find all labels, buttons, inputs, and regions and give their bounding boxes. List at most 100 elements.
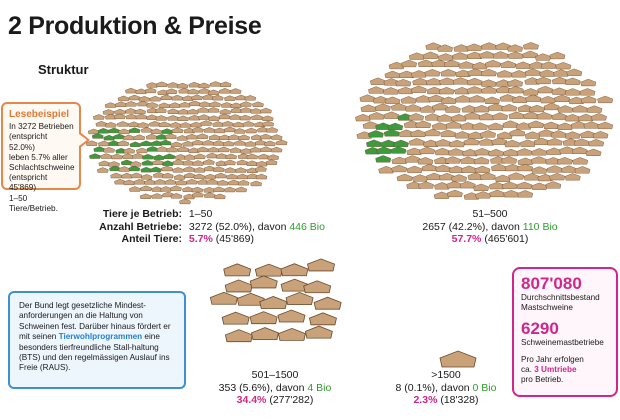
- barn-icon: [260, 107, 272, 114]
- barn-icon: [211, 94, 224, 101]
- barn-icon: [176, 82, 189, 89]
- reading-example-line: Schlachtschweine: [9, 163, 75, 173]
- barn-icon: [492, 112, 508, 120]
- share-absolute: (465'601): [481, 233, 529, 246]
- label-farms: Anzahl Betriebe:: [99, 220, 182, 233]
- barn-icon: [136, 147, 148, 154]
- barn-icon: [419, 146, 435, 155]
- barn-icon: [437, 44, 453, 52]
- barn-icon: [223, 263, 252, 277]
- barn-icon: [185, 178, 198, 185]
- barn-icon: [239, 114, 252, 121]
- barn-icon: [149, 95, 162, 102]
- barn-icon: [123, 147, 136, 154]
- farm-count: 2657 (42.2%), davon: [422, 220, 523, 233]
- size-class: >1500: [431, 369, 461, 381]
- barn-icon: [549, 51, 566, 60]
- barn-icon: [285, 292, 314, 305]
- barn-icon: [166, 146, 178, 153]
- reading-example-line: In 3272 Betrieben: [9, 122, 74, 132]
- reading-example-line: leben 5.7% aller: [9, 152, 68, 162]
- share-percent: 57.7%: [451, 233, 482, 246]
- barn-icon: [139, 193, 152, 199]
- farm-count: 3272 (52.0%), davon: [188, 220, 290, 233]
- barn-icon: [487, 122, 504, 130]
- barn-icon: [224, 186, 236, 193]
- barn-icon: [591, 113, 607, 121]
- barn-icon: [280, 263, 309, 277]
- barn-icon: [597, 121, 614, 130]
- barn-icon: [255, 166, 267, 172]
- barn-icon: [155, 115, 168, 121]
- barn-icon: [237, 179, 250, 186]
- barn-icon: [224, 159, 236, 166]
- bio-count: 110 Bio: [522, 220, 558, 233]
- barn-icon: [507, 44, 523, 52]
- turnover-note: Pro Jahr erfolgen: [521, 354, 584, 364]
- barn-icon: [209, 291, 238, 305]
- barn-icon: [224, 279, 253, 293]
- size-class: 51–500: [472, 208, 508, 220]
- share-percent: 5.7%: [188, 233, 213, 246]
- share-percent: 34.4%: [236, 394, 267, 407]
- barn-icon: [415, 120, 432, 128]
- barn-icon: [529, 104, 545, 113]
- barn-icon: [586, 105, 603, 113]
- reading-example-heading: Lesebeispiel: [9, 109, 70, 120]
- barn-icon: [150, 128, 163, 134]
- barn-icon: [192, 160, 204, 166]
- barn-icon: [523, 42, 539, 50]
- barn-icon: [500, 60, 517, 68]
- stock-label: Durchschnittsbestand: [521, 293, 600, 302]
- barn-icon: [437, 53, 454, 61]
- barn-icon: [225, 153, 237, 160]
- barn-icon: [218, 146, 230, 153]
- barn-icon: [494, 174, 511, 182]
- barn-icon: [580, 78, 597, 87]
- barn-icon: [574, 166, 591, 174]
- size-class: 501–1500: [251, 369, 299, 381]
- barn-icon: [307, 258, 336, 272]
- barn-icon: [194, 153, 206, 160]
- bio-count: 446 Bio: [289, 220, 325, 233]
- size-class: 1–50: [188, 208, 213, 220]
- group-stats-51-500: 51–500 2657 (42.2%), davon 110 Bio 57.7%…: [390, 208, 590, 246]
- barn-icon: [451, 174, 467, 182]
- barn-icon: [585, 148, 602, 156]
- barn-icon: [508, 172, 525, 180]
- barn-icon: [255, 173, 268, 180]
- barn-icon: [233, 128, 246, 134]
- info-text: Der Bund legt gesetzliche Mindest-anford…: [19, 301, 171, 342]
- barn-icon: [93, 114, 105, 120]
- barn-icon: [444, 156, 461, 164]
- barn-icon: [408, 113, 424, 121]
- barn-icon: [275, 139, 288, 146]
- barn-icon: [488, 149, 504, 157]
- barn-icon: [419, 105, 436, 113]
- barn-icon: [446, 189, 463, 198]
- barn-icon: [170, 185, 182, 191]
- barn-icon: [473, 183, 490, 191]
- barn-icon: [496, 131, 513, 139]
- barn-icon: [116, 121, 129, 127]
- barn-icon: [259, 296, 288, 309]
- barn-icon: [367, 130, 384, 138]
- barn-icon: [125, 101, 137, 107]
- barn-icon: [128, 165, 141, 172]
- barn-icon: [153, 154, 165, 160]
- barn-icon: [170, 141, 183, 148]
- barn-icon: [245, 127, 258, 134]
- barn-icon: [401, 59, 417, 68]
- barn-icon: [469, 95, 485, 103]
- barn-icon: [517, 163, 534, 172]
- barn-icon: [261, 115, 274, 121]
- barn-icon: [259, 133, 272, 140]
- barn-icon: [501, 181, 518, 189]
- stock-value: 807'080: [521, 274, 582, 293]
- barn-icon: [303, 280, 332, 294]
- barn-icon: [264, 140, 276, 147]
- barn-icon: [387, 122, 404, 131]
- barn-icon: [160, 94, 173, 100]
- barn-icon: [390, 146, 407, 154]
- barn-icon: [492, 51, 509, 59]
